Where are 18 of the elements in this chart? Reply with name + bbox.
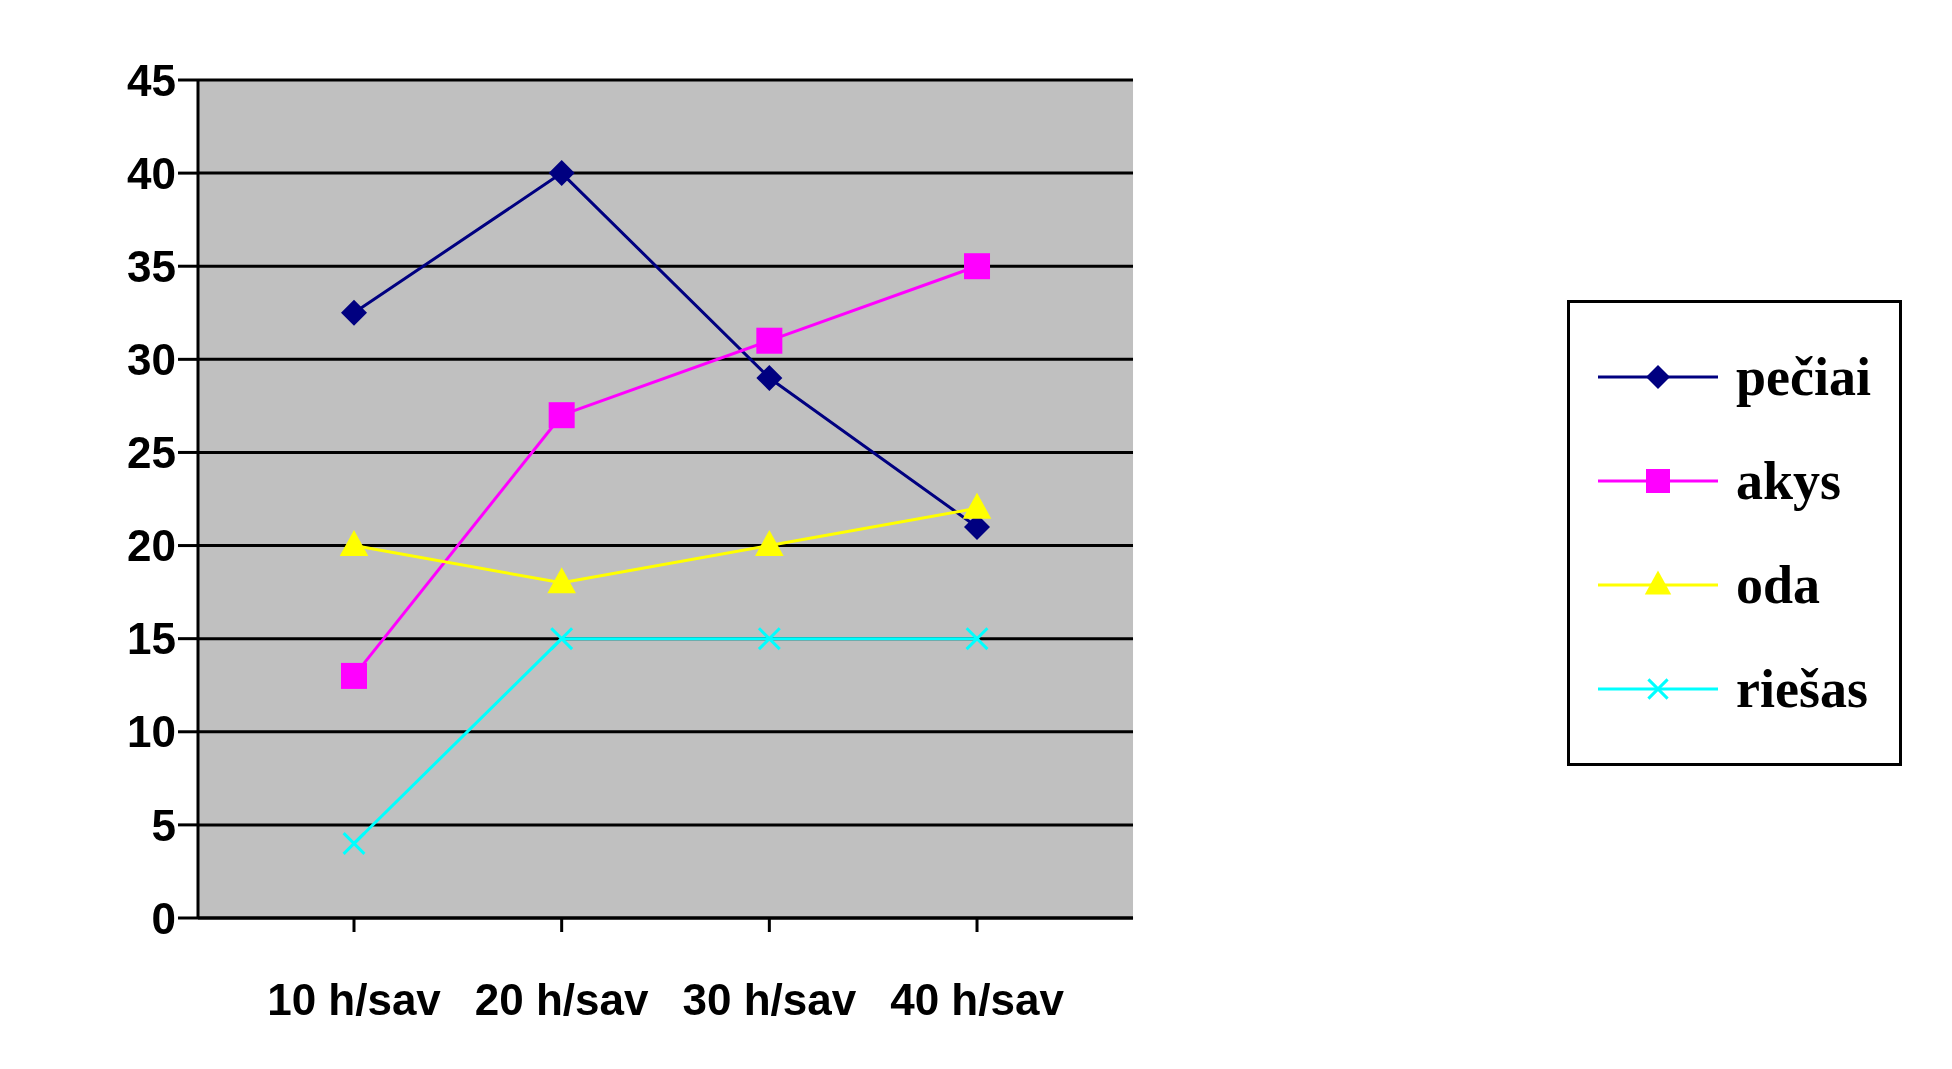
y-tick-label: 0	[151, 893, 176, 943]
x-tick-label: 20 h/sav	[474, 975, 650, 1025]
legend-label: oda	[1736, 554, 1821, 616]
y-tick-label: 15	[127, 614, 176, 664]
y-tick-label: 30	[127, 334, 176, 384]
x-tick-label: 30 h/sav	[682, 975, 857, 1025]
x-tick-label: 10 h/sav	[267, 975, 442, 1025]
legend-label: pečiai	[1736, 346, 1871, 408]
y-tick-label: 45	[127, 55, 176, 105]
y-tick-label: 20	[127, 521, 176, 571]
y-tick-label: 25	[127, 428, 176, 478]
legend-label: akys	[1736, 450, 1842, 512]
legend-label: riešas	[1736, 658, 1868, 720]
y-tick-label: 40	[127, 148, 176, 198]
y-tick-label: 10	[127, 707, 176, 757]
y-tick-label: 5	[151, 800, 176, 850]
y-tick-label: 35	[127, 241, 176, 291]
x-tick-label: 40 h/sav	[890, 975, 1065, 1025]
